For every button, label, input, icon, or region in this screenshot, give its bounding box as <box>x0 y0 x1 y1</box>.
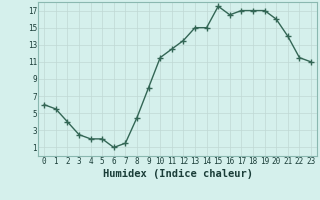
X-axis label: Humidex (Indice chaleur): Humidex (Indice chaleur) <box>103 169 252 179</box>
